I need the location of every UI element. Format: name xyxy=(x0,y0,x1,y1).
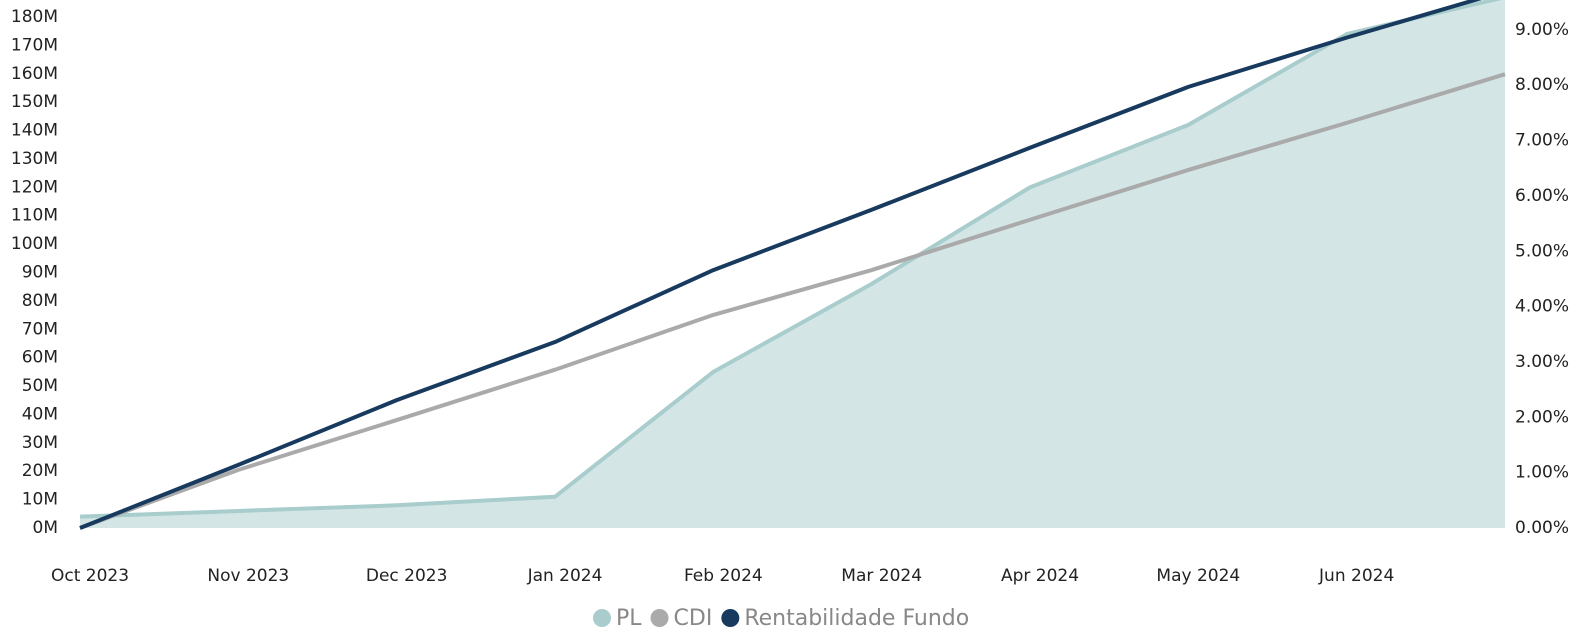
y-tick-label: 140M xyxy=(11,121,58,141)
legend-marker xyxy=(593,609,611,627)
y-tick-label: 110M xyxy=(11,206,58,226)
x-tick-label: Apr 2024 xyxy=(1001,566,1079,586)
y2-tick-label: 4.00% xyxy=(1515,297,1569,317)
x-tick-label: Jun 2024 xyxy=(1318,566,1394,586)
y-tick-label: 80M xyxy=(22,291,58,311)
y-tick-label: 60M xyxy=(22,348,58,368)
y-tick-label: 150M xyxy=(11,92,58,112)
line xyxy=(79,72,1506,530)
y2-tick-label: 1.00% xyxy=(1515,463,1569,483)
y2-tick-label: 9.00% xyxy=(1515,20,1569,40)
legend-marker xyxy=(650,609,669,627)
y2-tick-label: 2.00% xyxy=(1515,407,1569,427)
y-tick-label: 30M xyxy=(22,433,58,453)
x-tick-label: Nov 2023 xyxy=(207,566,289,586)
y-tick-label: 130M xyxy=(11,149,58,169)
y-tick-label: 70M xyxy=(22,319,58,339)
legend: Rentabilidade Fundo xyxy=(744,606,969,631)
legend-marker xyxy=(721,609,740,627)
line xyxy=(79,0,1482,530)
y-tick-label: 10M xyxy=(22,490,58,510)
y-tick-label: 100M xyxy=(11,234,58,254)
line xyxy=(79,0,1502,519)
y-tick-label: 0M xyxy=(33,518,58,538)
x-tick-label: Oct 2023 xyxy=(51,566,129,586)
y-tick-label: 50M xyxy=(22,376,58,396)
x-tick-label: Jan 2024 xyxy=(527,566,603,586)
x-tick-label: May 2024 xyxy=(1156,566,1240,586)
legend: CDI xyxy=(674,606,713,631)
y-tick-label: 20M xyxy=(22,461,58,481)
y2-tick-label: 8.00% xyxy=(1515,75,1569,95)
area xyxy=(80,0,1505,528)
y2-tick-label: 6.00% xyxy=(1515,186,1569,206)
y-tick-label: 180M xyxy=(11,7,58,27)
y-tick-label: 120M xyxy=(11,177,58,197)
y2-tick-label: 3.00% xyxy=(1515,352,1569,372)
x-tick-label: Feb 2024 xyxy=(684,566,763,586)
y-tick-label: 40M xyxy=(22,404,58,424)
x-tick-label: Dec 2023 xyxy=(366,566,448,586)
x-tick-label: Mar 2024 xyxy=(841,566,922,586)
y2-tick-label: 7.00% xyxy=(1515,131,1569,151)
legend: PL xyxy=(616,606,642,631)
y2-tick-label: 5.00% xyxy=(1515,241,1569,261)
y-tick-label: 170M xyxy=(11,35,58,55)
y2-tick-label: 0.00% xyxy=(1515,518,1569,538)
y-tick-label: 90M xyxy=(22,263,58,283)
y-tick-label: 160M xyxy=(11,64,58,84)
